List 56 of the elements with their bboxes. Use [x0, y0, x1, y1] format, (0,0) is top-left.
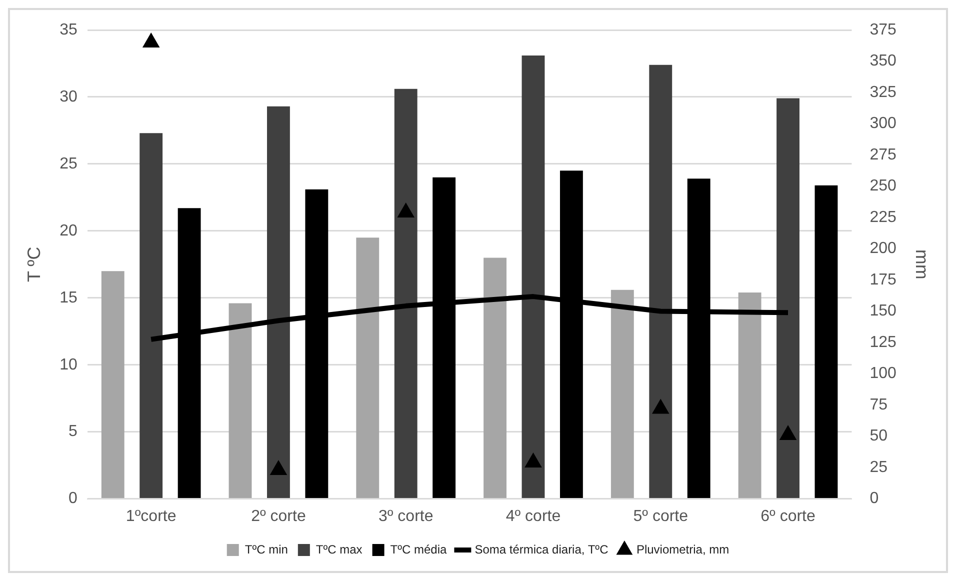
y2-tick-label: 225 [870, 208, 896, 226]
y-tick-label: 25 [60, 155, 78, 172]
point [780, 426, 796, 440]
y2-tick-label: 175 [870, 271, 896, 288]
bar [738, 292, 762, 498]
y-tick-label: 0 [68, 490, 78, 508]
point [142, 33, 160, 48]
point [652, 399, 669, 414]
y2-tick-label: 375 [870, 21, 896, 38]
x-tick-label: 1ºcorte [126, 508, 176, 525]
y-tick-label: 5 [68, 423, 78, 440]
bar [101, 271, 124, 498]
bar [394, 88, 418, 498]
point [524, 453, 542, 468]
bar [356, 238, 380, 498]
point [398, 203, 414, 218]
y2-tick-label: 325 [870, 84, 896, 101]
y2-tick-label: 300 [870, 115, 896, 132]
y2-axis-title: mm [912, 249, 932, 280]
legend-label: Soma térmica diaria, TºC [474, 542, 609, 556]
y2-tick-label: 250 [870, 178, 896, 195]
y-tick-label: 20 [60, 222, 78, 240]
y2-tick-label: 0 [870, 490, 879, 508]
bar [267, 106, 290, 498]
bar [649, 64, 672, 498]
legend-label: Pluviometria, mm [636, 542, 730, 556]
y2-tick-label: 150 [870, 302, 896, 320]
y2-tick-label: 200 [870, 240, 896, 258]
bar [610, 290, 634, 498]
bar [140, 133, 163, 498]
bar [484, 258, 506, 498]
x-tick-label: 6º corte [760, 508, 816, 525]
legend-label: TºC max [316, 542, 362, 556]
y2-tick-label: 125 [870, 334, 896, 351]
y-tick-label: 35 [60, 21, 78, 38]
bar [522, 55, 545, 498]
y2-tick-label: 100 [870, 365, 896, 382]
bar [776, 98, 800, 498]
x-tick-label: 2º corte [251, 508, 306, 525]
y-axis-title: T ºC [24, 246, 44, 282]
bar [814, 185, 838, 498]
y2-tick-label: 75 [870, 396, 888, 414]
y2-tick-label: 50 [870, 428, 888, 445]
x-tick-label: 4º corte [506, 508, 561, 525]
legend-label: TºC média [390, 542, 448, 556]
y-tick-label: 10 [60, 356, 78, 374]
y2-tick-label: 25 [870, 458, 888, 476]
y-tick-label: 15 [60, 289, 78, 306]
point [270, 460, 287, 476]
legend-label: TºC min [244, 542, 288, 556]
y-tick-label: 30 [60, 88, 78, 106]
x-tick-label: 5º corte [633, 508, 688, 525]
x-tick-label: 3º corte [378, 508, 434, 525]
bar [228, 303, 252, 498]
y2-tick-label: 350 [870, 52, 896, 70]
y2-tick-label: 275 [870, 146, 896, 164]
